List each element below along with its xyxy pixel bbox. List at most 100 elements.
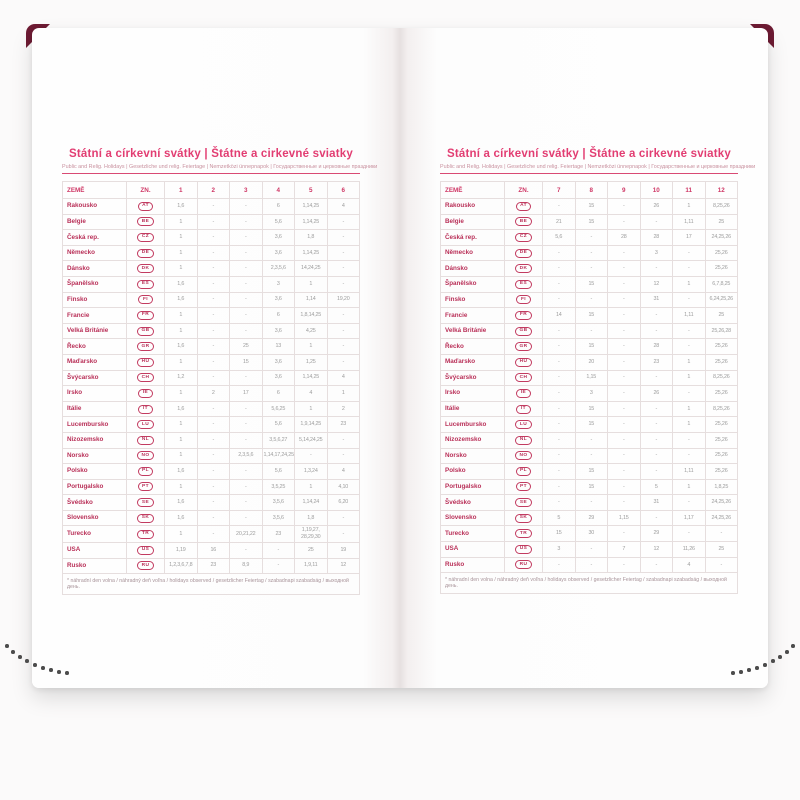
country-code-cell: NO [126,447,165,465]
holiday-dates-cell: - [542,431,576,449]
holiday-dates-cell: 15 [574,213,608,231]
holiday-dates-cell: 23 [639,353,673,371]
holiday-dates-cell: 1 [164,416,198,433]
holiday-dates-cell: 25,26,28 [704,322,738,340]
country-name: Švédsko [440,494,505,511]
country-code-badge: TR [515,529,532,539]
holiday-dates-cell: 3,6 [261,229,295,246]
holiday-dates-cell: 5,14,24,25 [294,431,328,449]
country-code-badge: TR [137,529,154,539]
holiday-dates-cell: 1,8,14,25 [294,307,328,324]
holiday-dates-cell: 3,5,6 [261,494,295,511]
holiday-dates-cell: - [574,291,608,309]
holiday-dates-cell: - [196,463,230,480]
column-header: ZEMĚ [440,181,505,199]
holiday-dates-cell: - [639,416,673,433]
country-code-badge: IT [516,404,531,414]
page-spread: Státní a církevní svátky | Štátne a cirk… [32,28,768,688]
holiday-dates-cell: - [229,260,263,277]
country-code-badge: AT [137,201,154,211]
holiday-dates-cell: 8,25,26 [704,369,738,387]
holiday-dates-cell: - [607,416,641,433]
holiday-dates-cell: - [672,494,706,511]
holiday-dates-cell: - [229,369,263,387]
country-code-cell: GB [126,322,165,340]
holiday-dates-cell: 1,6 [164,463,198,480]
country-code-badge: NO [515,451,532,461]
country-code-badge: BE [515,217,532,227]
holiday-dates-cell: 1,6 [164,291,198,309]
holiday-dates-cell: - [196,447,230,465]
holiday-dates-cell: 15 [542,525,576,543]
holiday-dates-cell: 11,26 [672,541,706,558]
country-code-badge: NL [137,435,154,445]
holiday-dates-cell: 6,20 [326,494,360,511]
holiday-dates-cell: - [542,275,576,293]
holiday-dates-cell: - [229,494,263,511]
footnote: * náhradní den volna / náhradný deň voľn… [62,573,360,596]
holiday-dates-cell: - [607,275,641,293]
country-code-cell: LU [126,416,165,433]
header-row: ZEMĚ ZN. 7 8 9 10 11 12 [440,181,738,199]
holiday-dates-cell: - [542,400,576,418]
table-row: Česká rep. CZ 5,6-28 28 17 24,25,26 [440,229,738,246]
country-code-badge: SK [137,513,154,523]
table-row: Švýcarsko CH 1,2- -3,6 1,14,25 4 [62,369,360,387]
table-row: Finsko FI - - -31-6,24,25,26 [440,291,738,309]
holiday-dates-cell: - [326,338,360,355]
country-code-cell: IT [504,400,543,418]
holiday-dates-cell: - [196,431,230,449]
country-name: Francie [62,307,127,324]
holiday-dates-cell: - [607,447,641,465]
holiday-dates-cell: 1,3,24 [294,463,328,480]
country-code-cell: CZ [504,229,543,246]
holiday-dates-cell: - [672,385,706,402]
holiday-dates-cell: 4 [326,369,360,387]
country-name: Portugalsko [62,478,127,496]
table-row: Francie FR 1- -6 1,8,14,25- [62,307,360,324]
table-row: Irsko IE 1 2 17 6 4 1 [62,385,360,402]
country-name: Polsko [440,463,505,480]
column-header: 7 [542,181,576,199]
holiday-dates-cell: 25 [229,338,263,355]
holiday-dates-cell: - [326,509,360,527]
holiday-dates-cell: 19 [326,541,360,559]
country-name: Švýcarsko [62,369,127,387]
holiday-dates-cell: 12 [639,541,673,558]
holiday-dates-cell: - [229,463,263,480]
holiday-dates-cell: - [574,229,608,246]
holiday-dates-cell: 1,19 [164,541,198,559]
holiday-dates-cell: 5,6 [261,463,295,480]
holiday-dates-cell: - [639,400,673,418]
holiday-dates-cell: - [542,478,576,496]
holiday-dates-cell: 15 [574,307,608,324]
country-name: Belgie [62,213,127,231]
holiday-dates-cell: 24,25,26 [704,509,738,527]
country-code-cell: BE [126,213,165,231]
holiday-dates-cell: 24,25,26 [704,494,738,511]
holiday-dates-cell: 3 [542,541,576,558]
country-code-cell: GB [504,322,543,340]
country-code-cell: PT [504,478,543,496]
holiday-dates-cell: 1 [672,369,706,387]
holiday-dates-cell: - [672,322,706,340]
holiday-dates-cell: - [607,463,641,480]
country-code-cell: ES [504,275,543,293]
country-name: Turecko [440,525,505,543]
page-subtitle: Public and Relig. Holidays | Gesetzliche… [440,164,756,170]
open-diary-spread: Státní a církevní svátky | Štátne a cirk… [26,24,774,688]
country-code-cell: DK [126,260,165,277]
holiday-dates-cell: - [542,463,576,480]
holiday-dates-cell: 23 [261,525,295,543]
holiday-dates-cell: 1 [164,353,198,371]
country-code-badge: RU [137,561,154,571]
holiday-dates-cell: - [542,353,576,371]
footnote-row: * náhradní den volna / náhradný deň voľn… [62,573,360,596]
holiday-dates-cell: 16 [196,541,230,559]
holiday-dates-cell: - [196,198,230,215]
country-name: Švýcarsko [440,369,505,387]
country-code-cell: NL [504,431,543,449]
holiday-dates-cell: - [229,541,263,559]
holiday-dates-cell: 1,6 [164,338,198,355]
table-row: Maďarsko HU -20-23 1 25,26 [440,353,738,371]
